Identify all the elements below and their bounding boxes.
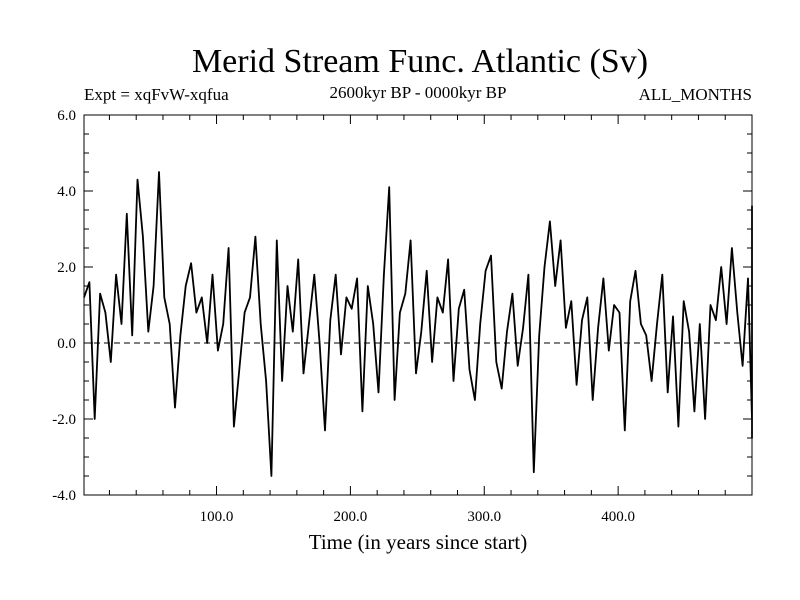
x-axis-label: Time (in years since start) <box>309 530 528 554</box>
y-tick-label: 2.0 <box>57 260 76 276</box>
experiment-label: Expt = xqFvW-xqfua <box>84 85 229 104</box>
y-axis: -4.0 -2.0 0.0 2.0 4.0 6.0 <box>52 108 752 504</box>
y-tick-label: 6.0 <box>57 108 76 124</box>
y-tick-label: -4.0 <box>52 488 76 504</box>
y-tick-label: 0.0 <box>57 336 76 352</box>
season-label: ALL_MONTHS <box>639 85 752 104</box>
y-tick-label: 4.0 <box>57 184 76 200</box>
x-axis: 100.0 200.0 300.0 400.0 <box>108 115 726 525</box>
y-tick-label: -2.0 <box>52 412 76 428</box>
x-tick-label: 400.0 <box>601 509 635 525</box>
x-tick-label: 300.0 <box>467 509 501 525</box>
period-label: 2600kyr BP - 0000kyr BP <box>330 83 507 102</box>
x-tick-label: 100.0 <box>200 509 234 525</box>
x-tick-label: 200.0 <box>334 509 368 525</box>
chart-title: Merid Stream Func. Atlantic (Sv) <box>192 43 648 80</box>
series-line <box>83 171 753 477</box>
